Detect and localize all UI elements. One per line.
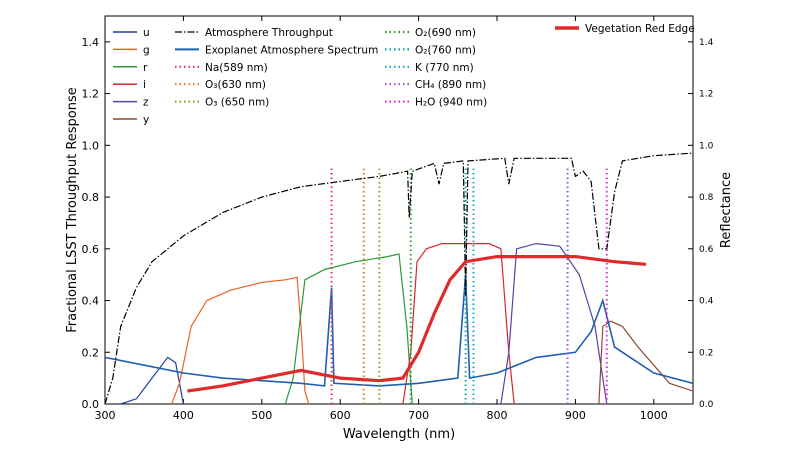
vegetation-red-edge-line bbox=[187, 255, 647, 393]
filter-curve-z bbox=[500, 242, 608, 404]
x-tick-label: 400 bbox=[173, 409, 194, 422]
x-tick-label: 300 bbox=[95, 409, 116, 422]
y-tick-label: 1.2 bbox=[82, 88, 100, 101]
legend-absorption-b1-label: O₂(760 nm) bbox=[415, 44, 476, 56]
x-tick-label: 500 bbox=[251, 409, 272, 422]
exoplanet-spectrum-line bbox=[105, 274, 693, 387]
legend-filter-r-label: r bbox=[143, 62, 148, 74]
y-tick-label: 0.4 bbox=[82, 295, 100, 308]
y-right-axis-label: Reflectance bbox=[719, 172, 734, 248]
x-axis-label: Wavelength (nm) bbox=[343, 427, 455, 442]
filter-curve-g bbox=[171, 276, 310, 404]
x-tick-label: 1000 bbox=[640, 409, 668, 422]
y-tick-label: 1.4 bbox=[82, 36, 100, 49]
legend-absorption-b4-label: H₂O (940 nm) bbox=[415, 97, 487, 109]
legend-filter-u-label: u bbox=[143, 27, 150, 39]
legend-vegetation-label: Vegetation Red Edge bbox=[585, 23, 695, 35]
y-tick-label: 0.8 bbox=[82, 191, 100, 204]
plot-frame bbox=[104, 15, 694, 405]
legend-absorption-b2-label: K (770 nm) bbox=[415, 62, 474, 74]
y-right-tick-label: 1.2 bbox=[699, 90, 713, 100]
filter-curve-i bbox=[402, 243, 515, 404]
y-tick-label: 0.6 bbox=[82, 243, 100, 256]
legend-absorption-0-label: Na(589 nm) bbox=[205, 62, 268, 74]
y-axis-label: Fractional LSST Throughput Response bbox=[65, 87, 80, 333]
y-right-tick-label: 0.2 bbox=[699, 348, 713, 358]
legend-absorption-1-label: O₃(630 nm) bbox=[205, 79, 266, 91]
filter-curve-y bbox=[598, 320, 693, 404]
y-right-tick-label: 0.4 bbox=[699, 297, 714, 307]
x-tick-label: 700 bbox=[408, 409, 429, 422]
legend-filter-g-label: g bbox=[143, 44, 150, 56]
y-right-tick-label: 1.4 bbox=[699, 38, 714, 48]
legend-absorption-b0-label: O₂(690 nm) bbox=[415, 27, 476, 39]
y-tick-label: 1.0 bbox=[82, 139, 100, 152]
legend-atmosphere-label: Atmosphere Throughput bbox=[205, 27, 333, 39]
y-tick-label: 0.2 bbox=[82, 346, 100, 359]
legend-absorption-b3-label: CH₄ (890 nm) bbox=[415, 79, 486, 91]
y-right-tick-label: 1.0 bbox=[699, 141, 714, 151]
y-tick-label: 0.0 bbox=[82, 398, 100, 411]
y-right-tick-label: 0.0 bbox=[699, 400, 714, 410]
legend-filter-z-label: z bbox=[143, 97, 149, 109]
legend-absorption-2-label: O₃ (650 nm) bbox=[205, 97, 269, 109]
filter-curve-r bbox=[284, 253, 413, 404]
atmosphere-throughput-line bbox=[105, 152, 693, 404]
x-tick-label: 800 bbox=[487, 409, 508, 422]
x-tick-label: 900 bbox=[565, 409, 586, 422]
legend-filter-i-label: i bbox=[143, 79, 146, 91]
plot-area bbox=[105, 152, 693, 404]
y-right-tick-label: 0.8 bbox=[699, 193, 714, 203]
legend-filter-y-label: y bbox=[143, 114, 149, 126]
x-tick-label: 600 bbox=[330, 409, 351, 422]
legend-exoplanet-label: Exoplanet Atmosphere Spectrum bbox=[205, 44, 378, 56]
y-right-tick-label: 0.6 bbox=[699, 245, 714, 255]
